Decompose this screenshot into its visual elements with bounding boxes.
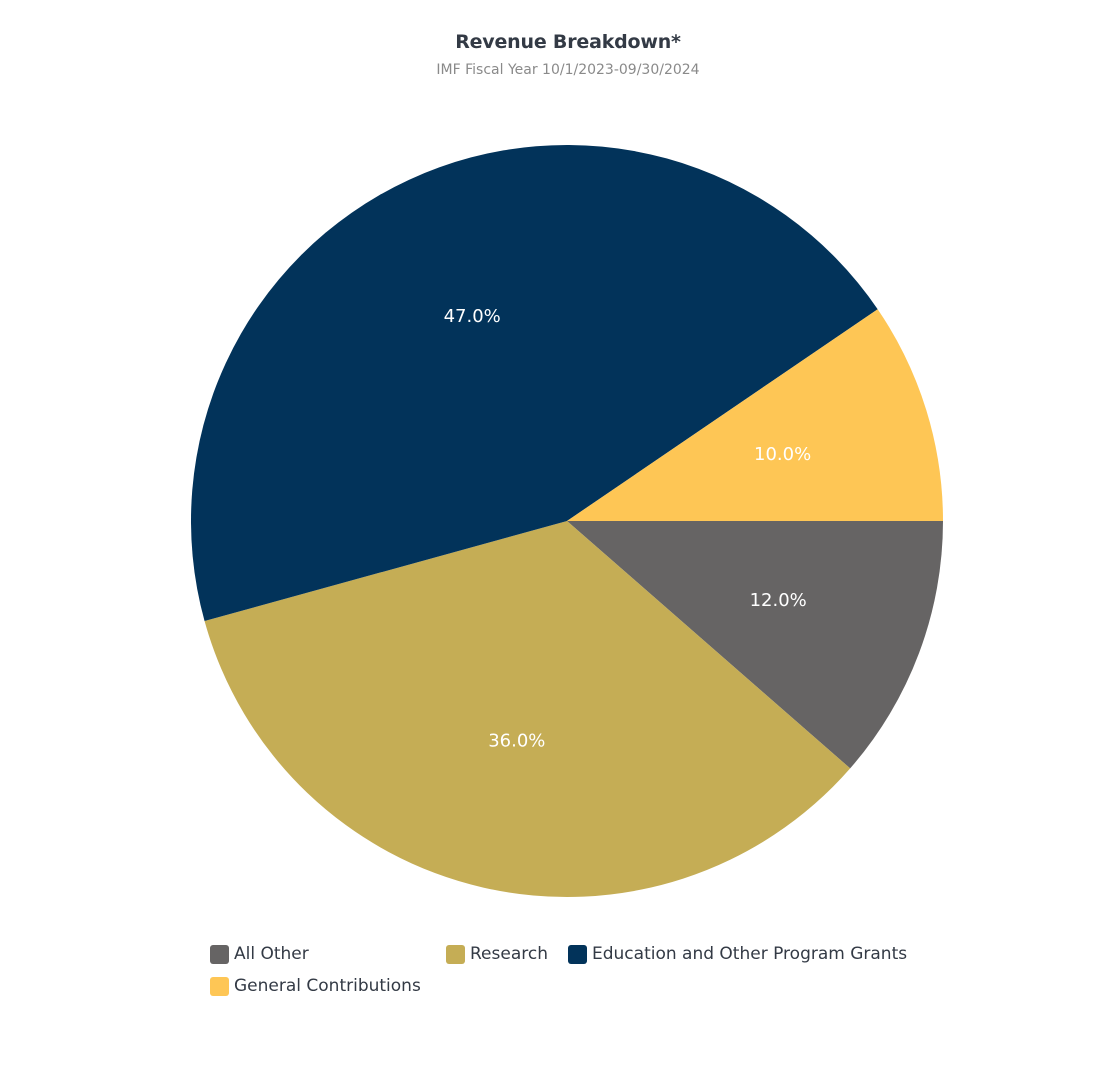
slice-research[interactable] <box>204 521 851 897</box>
legend-item-research[interactable]: Research <box>446 942 548 966</box>
legend-label: Education and Other Program Grants <box>592 944 908 964</box>
slice-label: 47.0% <box>444 306 501 327</box>
slice-general-contributions[interactable] <box>567 309 943 521</box>
chart-subtitle: IMF Fiscal Year 10/1/2023-09/30/2024 <box>436 62 700 78</box>
legend-swatch <box>446 944 465 964</box>
legend-label: Research <box>470 944 548 964</box>
legend-swatch <box>210 944 229 964</box>
chart-title: Revenue Breakdown* <box>455 31 681 53</box>
legend-swatch <box>210 976 229 996</box>
slice-label: 10.0% <box>754 444 811 465</box>
legend-item-education-grants[interactable]: Education and Other Program Grants <box>568 942 907 966</box>
legend-item-general-contributions[interactable]: General Contributions <box>210 974 421 998</box>
slice-label: 36.0% <box>488 730 545 751</box>
slice-all-other[interactable] <box>567 521 943 769</box>
legend-item-all-other[interactable]: All Other <box>210 942 309 966</box>
legend-swatch <box>568 944 587 964</box>
legend-label: All Other <box>234 944 309 964</box>
legend-label: General Contributions <box>234 976 421 996</box>
slice-label: 12.0% <box>750 590 807 611</box>
slice-education-grants[interactable] <box>190 144 878 622</box>
